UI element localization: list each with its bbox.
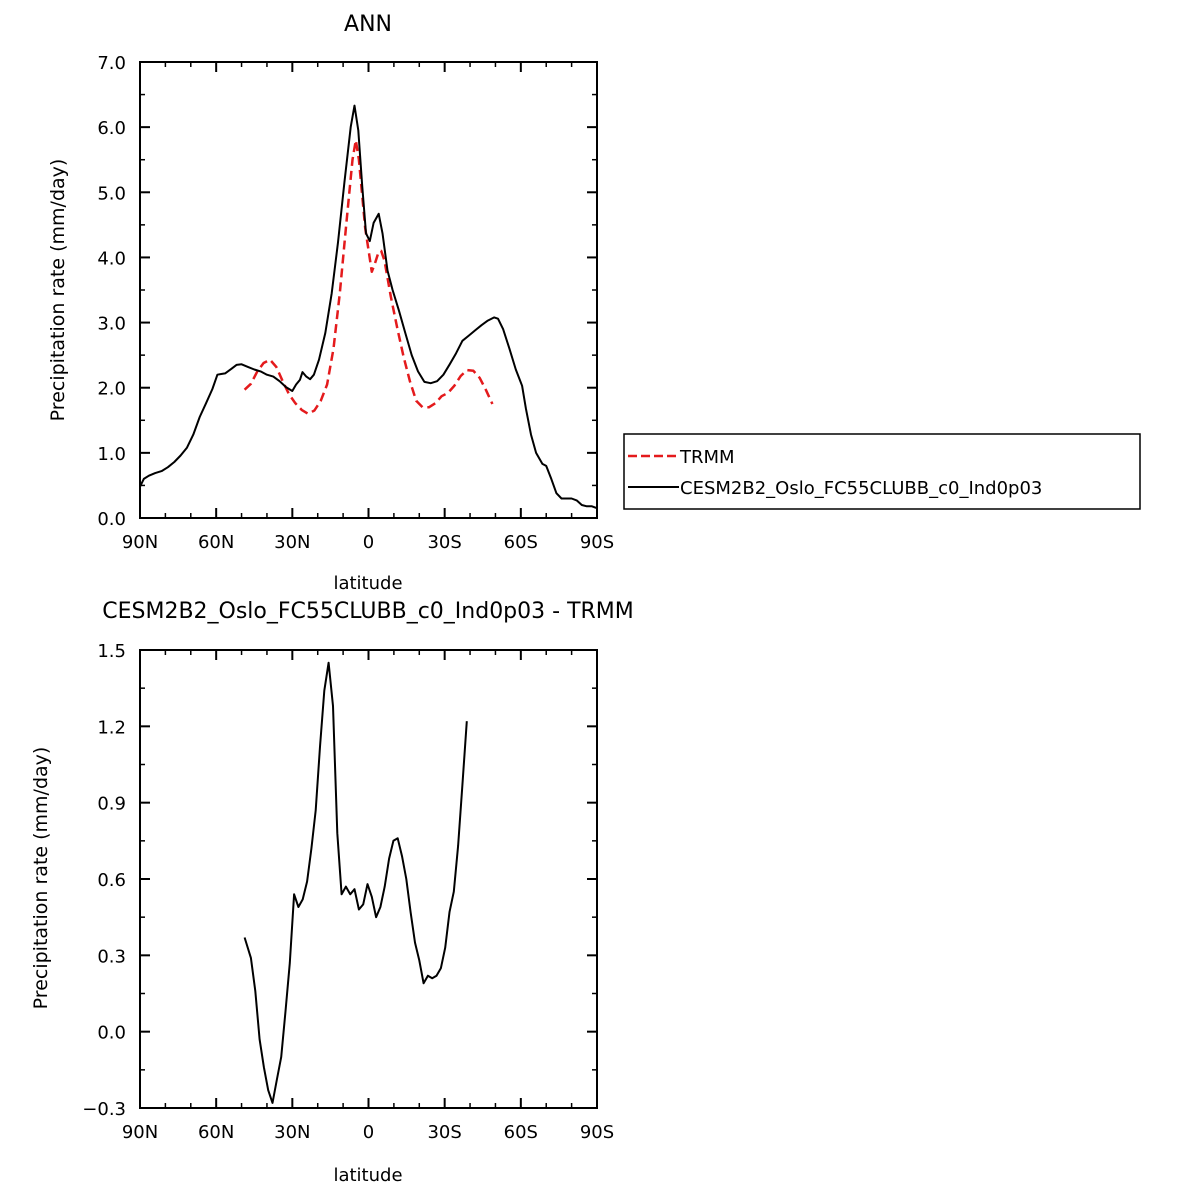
x-tick-label: 90N xyxy=(122,1122,158,1143)
axis-tick-labels: 90N 60N 30N 0 30S 60S 90S −0.3 0.0 0.3 0.6 0.9 1.2 1.… xyxy=(82,641,614,1143)
panel-difference: CESM2B2_Oslo_FC55CLUBB_c0_Ind0p03 - TRMM… xyxy=(30,599,634,1186)
x-tick-label: 30S xyxy=(427,1122,461,1143)
y-tick-label: 1.0 xyxy=(97,444,126,465)
axis-ticks xyxy=(139,61,598,519)
y-tick-label: 0.3 xyxy=(97,946,126,967)
legend-box xyxy=(623,433,1141,510)
y-tick-label: 6.0 xyxy=(97,118,126,139)
plot-frame xyxy=(139,649,598,1109)
axis-ticks xyxy=(139,649,598,1109)
series-group xyxy=(139,104,598,510)
y-tick-label: 0.0 xyxy=(97,509,126,530)
y-tick-label: 5.0 xyxy=(97,183,126,204)
x-axis-label: latitude xyxy=(333,1165,402,1186)
plot-frame xyxy=(139,61,598,519)
x-tick-label: 60S xyxy=(504,1122,538,1143)
series-group xyxy=(243,661,468,1104)
y-tick-label: 1.2 xyxy=(97,717,126,738)
y-tick-label: 4.0 xyxy=(97,248,126,269)
y-axis-label: Precipitation rate (mm/day) xyxy=(30,747,52,1010)
y-tick-label: 2.0 xyxy=(97,379,126,400)
x-axis-label: latitude xyxy=(333,573,402,594)
y-tick-label: 0.6 xyxy=(97,870,126,891)
y-tick-label: 3.0 xyxy=(97,314,126,335)
x-tick-label: 90S xyxy=(580,1122,614,1143)
x-tick-label: 30S xyxy=(427,532,461,553)
x-tick-label: 0 xyxy=(363,532,374,553)
trmm-series-line xyxy=(243,138,494,416)
x-tick-label: 90S xyxy=(580,532,614,553)
legend: TRMM CESM2B2_Oslo_FC55CLUBB_c0_Ind0p03 xyxy=(623,433,1141,510)
cesm2b2-oslo-fc55clubb-c0-ind0p03-series-line xyxy=(139,104,598,510)
x-tick-label: 90N xyxy=(122,532,158,553)
legend-label-model: CESM2B2_Oslo_FC55CLUBB_c0_Ind0p03 xyxy=(680,478,1042,499)
chart-title: CESM2B2_Oslo_FC55CLUBB_c0_Ind0p03 - TRMM xyxy=(102,599,634,624)
x-tick-label: 30N xyxy=(274,1122,310,1143)
panel-annual: ANN 90N 60N 30N 0 30S 60S 90S 0.0 1.0 2.0 3.0 4.0 5.… xyxy=(47,12,1141,594)
x-tick-label: 60N xyxy=(198,532,234,553)
axis-tick-labels: 90N 60N 30N 0 30S 60S 90S 0.0 1.0 2.0 3.0 4.0 5.0 6.0… xyxy=(97,53,614,553)
x-tick-label: 0 xyxy=(363,1122,374,1143)
y-tick-label: 1.5 xyxy=(97,641,126,662)
chart-title: ANN xyxy=(344,12,392,37)
y-tick-label: 0.9 xyxy=(97,794,126,815)
x-tick-label: 60S xyxy=(504,532,538,553)
y-axis-label: Precipitation rate (mm/day) xyxy=(47,159,69,422)
x-tick-label: 30N xyxy=(274,532,310,553)
y-tick-label: −0.3 xyxy=(82,1099,126,1120)
difference-series-line xyxy=(243,661,468,1104)
y-tick-label: 7.0 xyxy=(97,53,126,74)
y-tick-label: 0.0 xyxy=(97,1023,126,1044)
x-tick-label: 60N xyxy=(198,1122,234,1143)
legend-label-trmm: TRMM xyxy=(679,447,735,468)
